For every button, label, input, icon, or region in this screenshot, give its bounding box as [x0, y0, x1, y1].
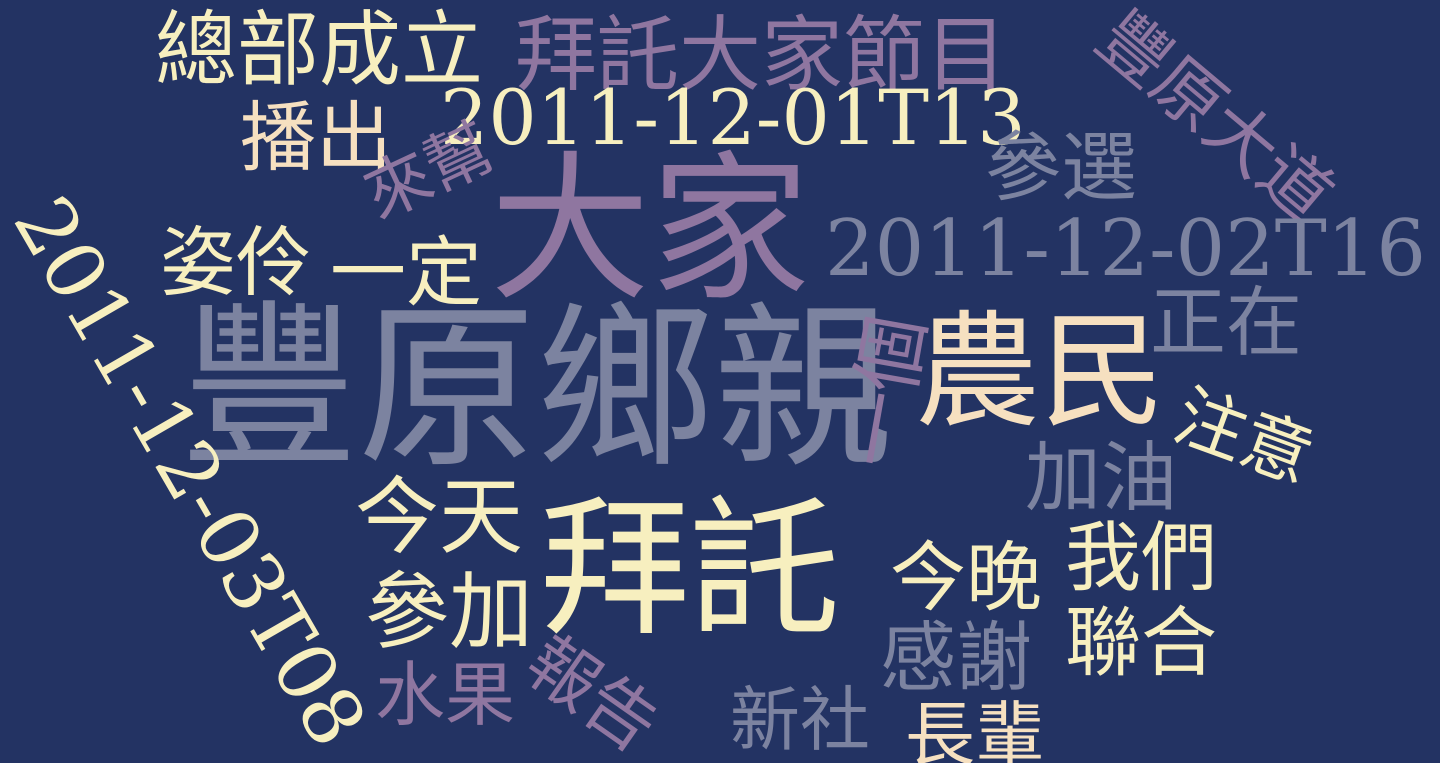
word-ziling: 姿伶: [160, 218, 312, 307]
word-jintian: 今天: [355, 468, 524, 566]
word-yige: 一個: [828, 309, 943, 475]
word-canjia: 參加: [365, 563, 534, 661]
word-zhengzai: 正在: [1150, 278, 1302, 367]
word-yiding: 一定: [330, 228, 482, 317]
word-jinwan: 今晚: [890, 533, 1042, 622]
word-xinshe: 新社: [730, 679, 870, 761]
word-zhangbei: 長輩: [905, 694, 1045, 763]
word-women: 我們: [1065, 513, 1217, 602]
word-lianhe: 聯合: [1065, 598, 1217, 687]
word-baituo: 拜託: [540, 483, 841, 657]
word-dajia: 大家: [490, 136, 811, 323]
word-fengyuan-xiangqin: 豐原鄉親: [180, 285, 892, 492]
word-zongbu-chengli: 總部成立: [155, 3, 484, 98]
word-date-2011-12-02: 2011-12-02T16: [825, 204, 1426, 294]
word-canxuan: 參選: [985, 123, 1137, 212]
word-jiayou: 加油: [1025, 433, 1177, 522]
word-baituo-dajia-jiemu: 拜託大家節目: [515, 8, 1008, 103]
word-zhuyi: 注意: [1164, 374, 1324, 500]
word-shuiguo: 水果: [375, 654, 515, 736]
word-date-2011-12-01: 2011-12-01T13: [440, 73, 1026, 162]
word-nongmin: 農民: [915, 300, 1165, 445]
word-bochu: 播出: [240, 93, 392, 182]
word-ganxie: 感謝: [880, 613, 1032, 702]
